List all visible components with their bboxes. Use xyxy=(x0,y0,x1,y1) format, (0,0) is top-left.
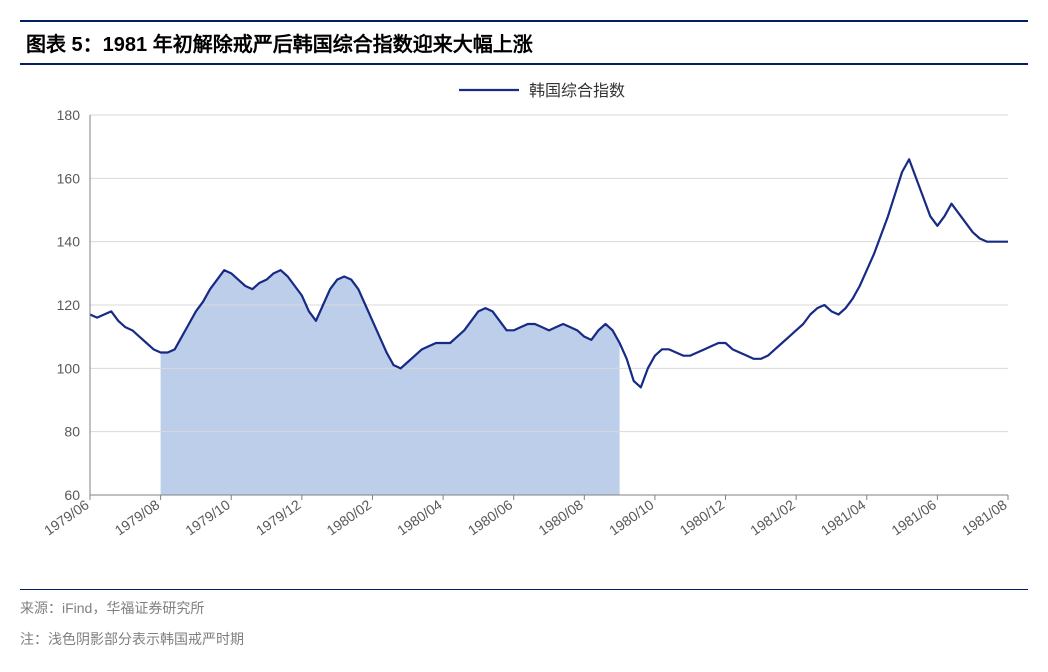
x-tick-label: 1981/02 xyxy=(747,496,798,538)
chart-area: 60801001201401601801979/061979/081979/10… xyxy=(20,65,1028,585)
y-tick-label: 100 xyxy=(57,360,81,376)
legend-label: 韩国综合指数 xyxy=(529,82,625,100)
figure-container: 图表 5：1981 年初解除戒严后韩国综合指数迎来大幅上涨 6080100120… xyxy=(20,20,1028,652)
y-tick-label: 80 xyxy=(64,424,80,440)
x-tick-label: 1981/04 xyxy=(818,496,869,538)
note-line: 注：浅色阴影部分表示韩国戒严时期 xyxy=(20,627,1028,652)
y-tick-label: 120 xyxy=(57,297,81,313)
y-tick-label: 180 xyxy=(57,107,81,123)
y-tick-label: 140 xyxy=(57,234,81,250)
source-value: iFind，华福证券研究所 xyxy=(62,600,204,616)
note-label: 注： xyxy=(20,631,48,647)
x-tick-label: 1981/08 xyxy=(959,496,1010,538)
x-tick-label: 1980/02 xyxy=(324,496,375,538)
x-tick-label: 1980/08 xyxy=(535,496,586,538)
x-tick-label: 1981/06 xyxy=(888,496,939,538)
source-label: 来源： xyxy=(20,600,62,616)
x-tick-label: 1979/08 xyxy=(112,496,163,538)
y-tick-label: 160 xyxy=(57,170,81,186)
x-tick-label: 1979/12 xyxy=(253,496,304,538)
shaded-region xyxy=(161,270,620,495)
x-tick-label: 1980/12 xyxy=(677,496,728,538)
x-tick-label: 1980/10 xyxy=(606,496,657,538)
x-tick-label: 1980/06 xyxy=(465,496,516,538)
footer-separator xyxy=(20,589,1028,590)
x-tick-label: 1979/10 xyxy=(182,496,233,538)
x-tick-label: 1980/04 xyxy=(394,496,445,538)
source-line: 来源：iFind，华福证券研究所 xyxy=(20,596,1028,621)
note-value: 浅色阴影部分表示韩国戒严时期 xyxy=(48,631,244,647)
line-chart-svg: 60801001201401601801979/061979/081979/10… xyxy=(20,65,1028,585)
figure-title-text: 图表 5：1981 年初解除戒严后韩国综合指数迎来大幅上涨 xyxy=(26,34,533,56)
figure-title: 图表 5：1981 年初解除戒严后韩国综合指数迎来大幅上涨 xyxy=(20,20,1028,65)
